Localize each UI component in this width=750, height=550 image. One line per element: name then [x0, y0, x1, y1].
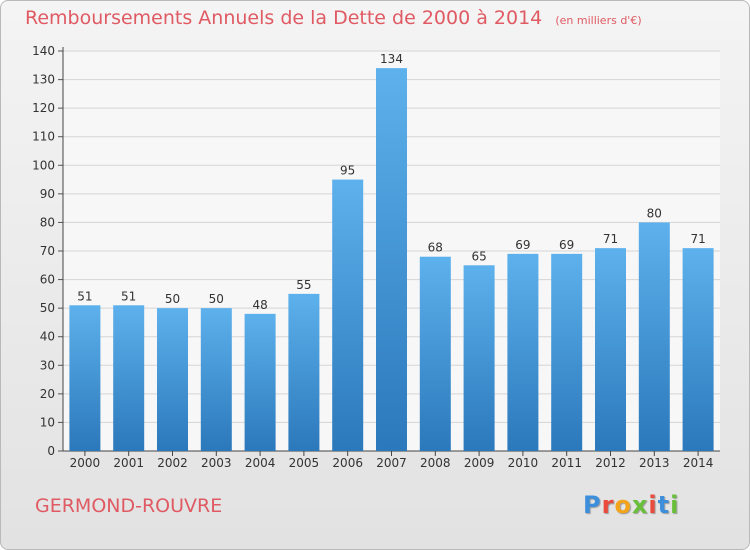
x-tick-label: 2008 [420, 456, 451, 470]
x-tick-label: 2000 [70, 456, 101, 470]
bar-value-label: 50 [165, 292, 180, 306]
y-tick-label: 30 [40, 358, 55, 372]
bar-value-label: 69 [559, 238, 574, 252]
y-tick-label: 130 [32, 73, 55, 87]
logo-letter: t [657, 491, 671, 519]
logo-letter: o [614, 491, 632, 519]
x-tick-label: 2007 [376, 456, 407, 470]
y-tick-label: 0 [47, 444, 55, 458]
bar [332, 179, 364, 452]
x-tick-label: 2003 [201, 456, 232, 470]
bar-value-label: 134 [380, 52, 403, 66]
logo-letter: r [601, 491, 615, 519]
x-tick-label: 2002 [157, 456, 188, 470]
y-tick-label: 100 [32, 158, 55, 172]
bar-value-label: 55 [296, 278, 311, 292]
x-tick-label: 2011 [551, 456, 582, 470]
bar [113, 305, 145, 451]
bar [157, 308, 188, 451]
y-tick-label: 110 [32, 130, 55, 144]
title-row: Remboursements Annuels de la Dette de 20… [25, 7, 642, 29]
bar [244, 313, 276, 451]
bar [419, 256, 451, 451]
proxiti-logo: Proxiti [583, 491, 679, 519]
bar [682, 248, 714, 451]
bar-value-label: 65 [471, 249, 486, 263]
chart-title: Remboursements Annuels de la Dette de 20… [25, 7, 543, 29]
bar [376, 68, 407, 452]
bar [69, 305, 101, 451]
logo-letter: P [583, 491, 602, 519]
bar-value-label: 51 [77, 289, 92, 303]
bar [200, 308, 232, 451]
bar [463, 265, 495, 451]
bar-value-label: 71 [690, 232, 705, 246]
x-tick-label: 2001 [113, 456, 144, 470]
y-tick-label: 50 [40, 301, 55, 315]
x-tick-label: 2012 [595, 456, 626, 470]
chart-unit-note: (en milliers d'€) [555, 14, 642, 27]
y-tick-label: 120 [32, 101, 55, 115]
y-tick-label: 140 [32, 44, 55, 58]
y-tick-label: 40 [40, 330, 55, 344]
bar [288, 293, 320, 451]
logo-letter: i [670, 491, 680, 519]
y-tick-label: 60 [40, 273, 55, 287]
bar [638, 222, 670, 451]
bar-value-label: 69 [515, 238, 530, 252]
x-tick-label: 2004 [245, 456, 276, 470]
bar-value-label: 80 [647, 206, 662, 220]
y-tick-label: 70 [40, 244, 55, 258]
y-tick-label: 10 [40, 415, 55, 429]
commune-name: GERMOND-ROUVRE [35, 495, 223, 517]
x-tick-label: 2014 [683, 456, 714, 470]
x-tick-label: 2010 [508, 456, 539, 470]
bar [551, 253, 583, 451]
bar-value-label: 51 [121, 289, 136, 303]
bar-value-label: 95 [340, 164, 355, 178]
bar-value-label: 50 [209, 292, 224, 306]
x-tick-label: 2005 [289, 456, 320, 470]
y-tick-label: 20 [40, 387, 55, 401]
bar-value-label: 68 [428, 241, 443, 255]
logo-letter: x [631, 491, 649, 519]
logo-letter: i [648, 491, 658, 519]
x-tick-label: 2006 [332, 456, 363, 470]
bar [507, 253, 539, 451]
y-tick-label: 90 [40, 187, 55, 201]
bar-value-label: 48 [252, 298, 267, 312]
bar-value-label: 71 [603, 232, 618, 246]
x-tick-label: 2013 [639, 456, 670, 470]
bar [595, 248, 626, 451]
y-tick-label: 80 [40, 215, 55, 229]
x-tick-label: 2009 [464, 456, 495, 470]
